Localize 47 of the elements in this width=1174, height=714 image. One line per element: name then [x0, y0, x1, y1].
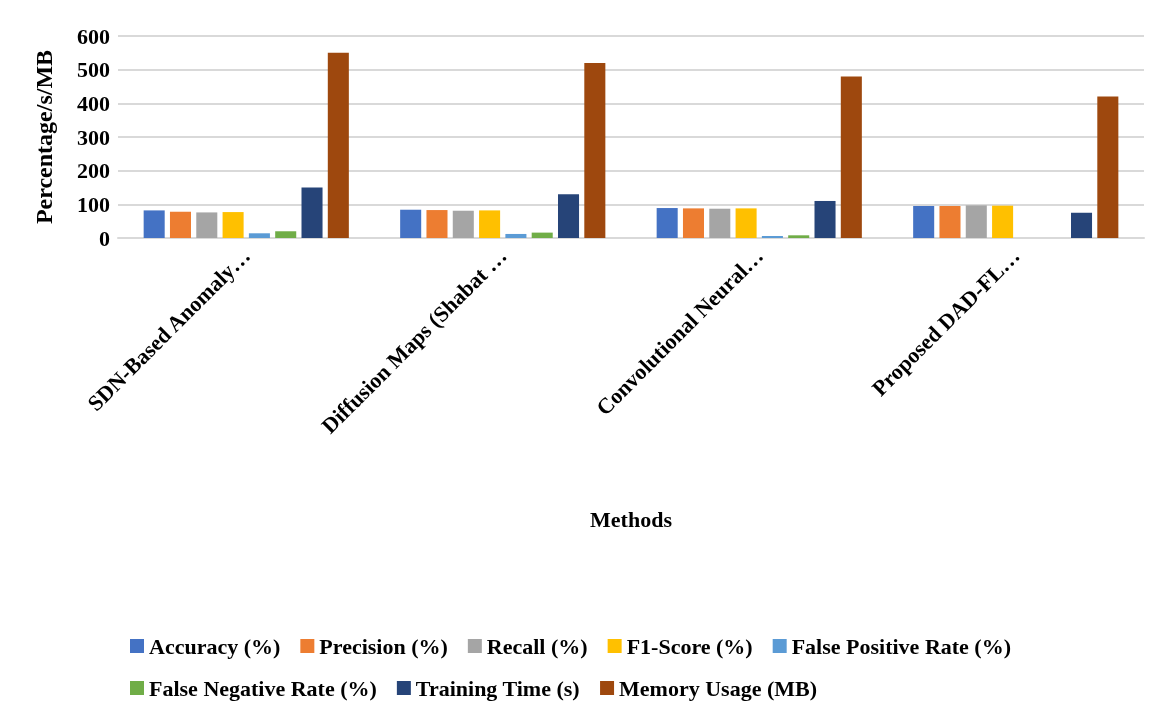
bar — [965, 205, 987, 238]
y-tick-label: 300 — [77, 124, 110, 150]
bar — [656, 208, 678, 238]
legend-label: Accuracy (%) — [149, 633, 281, 659]
y-tick-label: 100 — [77, 191, 110, 217]
bar — [913, 206, 935, 238]
legend-label: Training Time (s) — [415, 675, 580, 701]
bar — [558, 194, 580, 238]
bar — [1071, 212, 1093, 238]
bar — [788, 235, 810, 238]
y-tick-label: 400 — [77, 90, 110, 116]
bar — [584, 62, 606, 238]
bar — [840, 76, 862, 238]
bar — [992, 205, 1014, 238]
bar — [505, 233, 527, 238]
legend-label: Memory Usage (MB) — [619, 675, 817, 701]
bar — [531, 232, 553, 238]
bar — [761, 235, 783, 238]
bar — [196, 212, 218, 238]
legend-label: Precision (%) — [319, 633, 448, 659]
y-tick-label: 600 — [77, 23, 110, 49]
bar — [327, 52, 349, 238]
y-tick-label: 0 — [99, 225, 110, 251]
bar — [682, 208, 704, 238]
bar — [709, 208, 731, 238]
bar — [939, 206, 961, 238]
bar — [400, 209, 422, 238]
legend-label: Recall (%) — [486, 633, 588, 659]
bar — [222, 212, 244, 238]
bar — [143, 210, 165, 238]
legend-label: False Negative Rate (%) — [149, 675, 377, 701]
bar — [426, 210, 448, 238]
legend-label: False Positive Rate (%) — [791, 633, 1012, 659]
bar — [1097, 96, 1119, 238]
bar — [275, 231, 297, 238]
bar — [735, 208, 757, 238]
bar — [479, 210, 501, 238]
x-axis-title: Methods — [590, 506, 673, 532]
y-tick-label: 200 — [77, 158, 110, 184]
y-axis-title: Percentage/s/MB — [31, 49, 57, 225]
bar — [248, 233, 270, 238]
legend-label: F1-Score (%) — [626, 633, 753, 659]
bar — [169, 211, 191, 238]
bar — [452, 210, 474, 238]
y-tick-label: 500 — [77, 57, 110, 83]
bar — [301, 187, 323, 238]
bar — [814, 200, 836, 238]
